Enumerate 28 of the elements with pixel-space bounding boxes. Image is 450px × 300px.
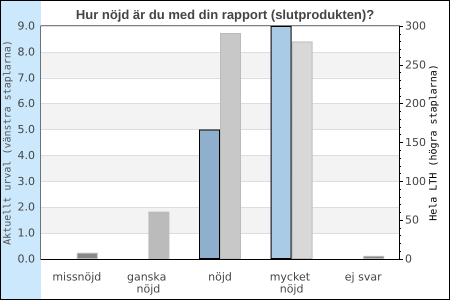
chart-title: Hur nöjd är du med din rapport (slutprodukten)? xyxy=(76,7,374,22)
y-axis-title: Aktuellt urval (vänstra staplarna) xyxy=(2,40,14,245)
x-tick-label: nöjd xyxy=(208,270,232,284)
x-tick-label: mycket nöjd xyxy=(270,270,314,296)
y2-tick-label: 150 xyxy=(405,136,426,149)
y2-tick-label: 250 xyxy=(405,58,426,72)
y-tick-label: 7.0 xyxy=(18,71,35,84)
y2-tick-label: 300 xyxy=(405,20,426,32)
x-tick-label: ej svar xyxy=(344,270,382,284)
x-tick-label: ganska nöjd xyxy=(126,270,170,296)
y2-tick-label: 200 xyxy=(405,97,426,110)
y-tick-label: 8.0 xyxy=(18,45,35,58)
bar xyxy=(76,252,98,259)
y-tick-label: 0.0 xyxy=(18,252,35,266)
bar xyxy=(148,212,170,259)
y-tick-label: 9.0 xyxy=(18,20,35,32)
y-tick-label: 1.0 xyxy=(18,226,35,240)
y-tick-label: 5.0 xyxy=(18,123,35,136)
y-tick-label: 3.0 xyxy=(18,174,35,188)
y-tick-label: 6.0 xyxy=(18,97,35,110)
y2-tick-label: 0 xyxy=(405,252,412,266)
y2-tick-label: 100 xyxy=(405,174,426,188)
y-tick-label: 2.0 xyxy=(18,200,35,214)
y-tick-label: 4.0 xyxy=(18,148,35,162)
y2-axis-title: Hela LTH (högra staplarna) xyxy=(428,64,440,221)
bar xyxy=(363,256,384,259)
x-tick-label: missnöjd xyxy=(52,270,102,284)
y2-tick-label: 50 xyxy=(405,214,419,227)
